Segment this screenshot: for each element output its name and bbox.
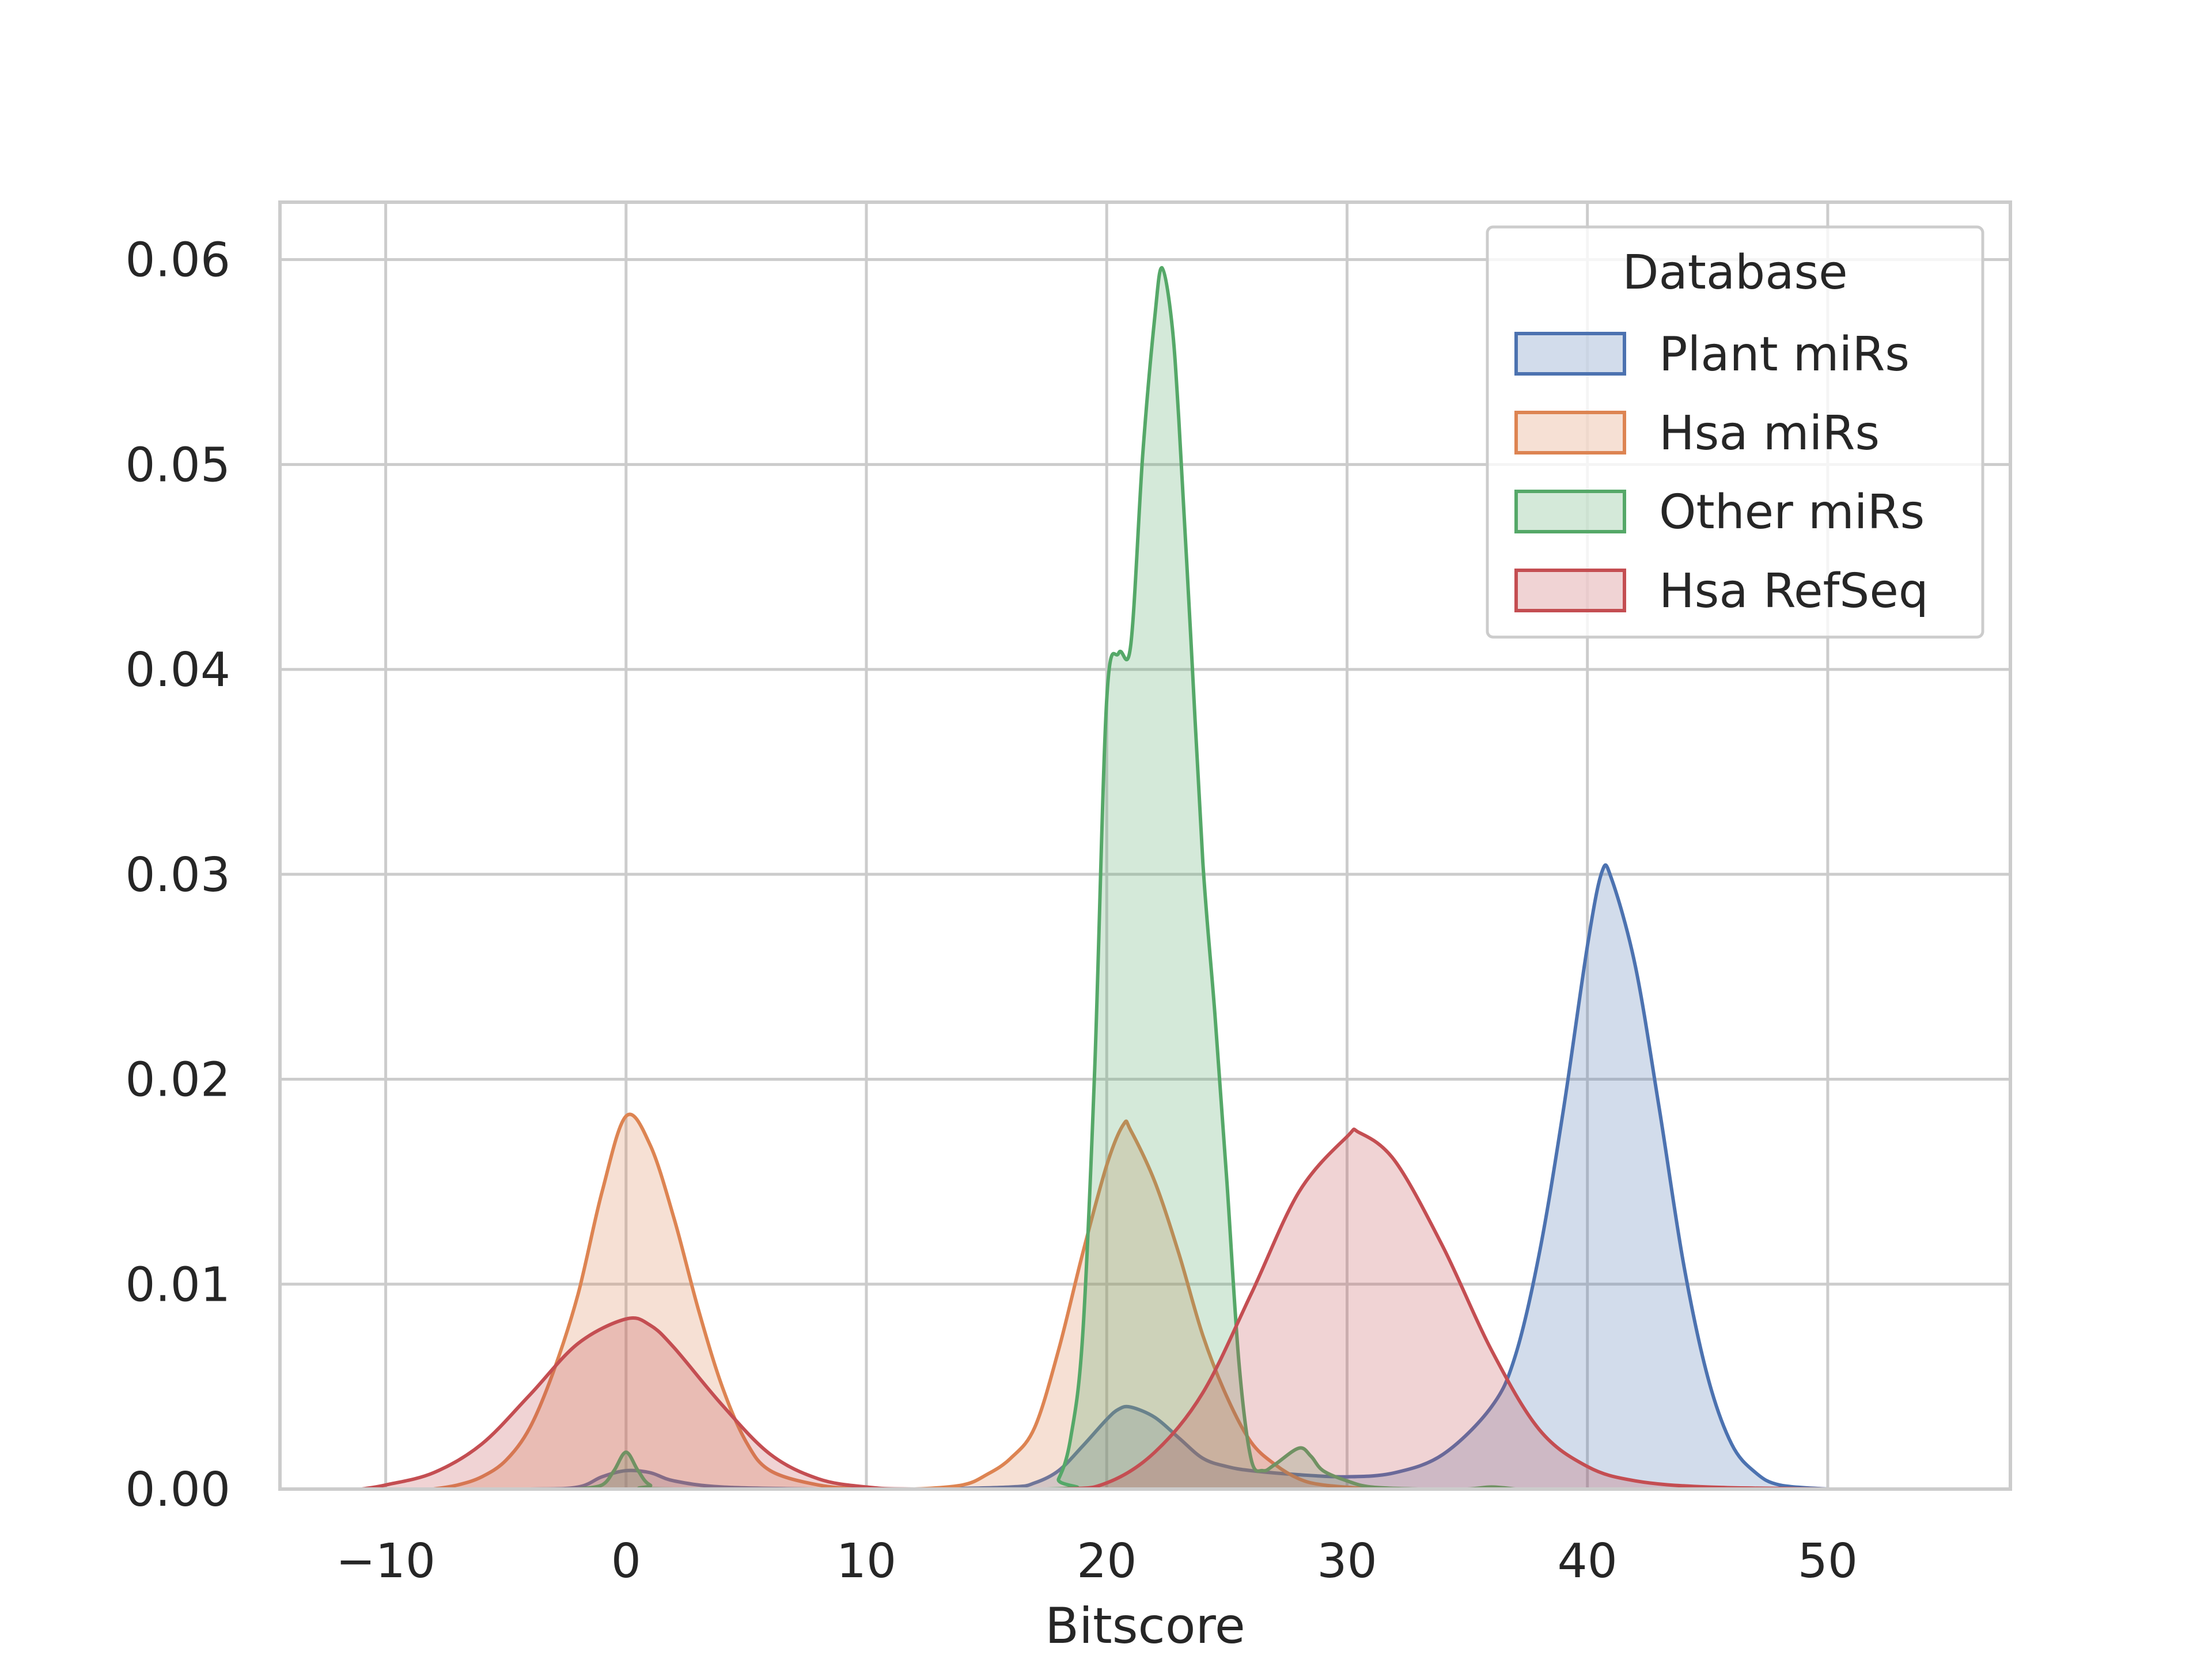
legend-title: Database xyxy=(1622,245,1847,300)
legend-label: Hsa RefSeq xyxy=(1659,564,1929,619)
legend: Database Plant miRs Hsa miRs Other miRs Hsa… xyxy=(1486,225,1984,639)
x-tick-label: 10 xyxy=(836,1534,896,1589)
x-tick-label: −10 xyxy=(336,1534,435,1589)
series-3 xyxy=(361,1127,1828,1491)
x-axis-label: Bitscore xyxy=(1045,1597,1245,1655)
legend-label: Other miRs xyxy=(1659,485,1925,540)
y-tick-label: 0.02 xyxy=(125,1053,230,1108)
legend-label: Hsa miRs xyxy=(1659,406,1880,461)
series-line xyxy=(385,863,1828,1491)
x-tick-label: 30 xyxy=(1317,1534,1377,1589)
y-tick-label: 0.00 xyxy=(125,1463,230,1517)
x-tick-label: 40 xyxy=(1558,1534,1618,1589)
series-area xyxy=(434,1114,1372,1489)
legend-items: Plant miRs Hsa miRs Other miRs Hsa RefSeq xyxy=(1514,327,1929,619)
y-tick-label: 0.04 xyxy=(125,643,230,698)
series-area xyxy=(361,1129,1828,1489)
series-area xyxy=(385,865,1828,1489)
plot-frame xyxy=(278,200,2012,1491)
y-tick-labels: 0.00 0.01 0.02 0.03 0.04 0.05 0.06 xyxy=(125,233,230,1517)
legend-swatch xyxy=(1514,569,1626,612)
x-tick-label: 50 xyxy=(1798,1534,1858,1589)
density-areas xyxy=(361,266,1828,1491)
legend-swatch xyxy=(1514,490,1626,533)
series-line xyxy=(361,1127,1828,1491)
legend-frame xyxy=(1486,225,1984,639)
series-0 xyxy=(385,863,1828,1491)
y-tick-label: 0.06 xyxy=(125,233,230,288)
y-tick-label: 0.03 xyxy=(125,848,230,903)
x-tick-label: 0 xyxy=(611,1534,641,1589)
y-tick-label: 0.01 xyxy=(125,1257,230,1312)
legend-label: Plant miRs xyxy=(1659,327,1910,382)
x-tick-labels: −10 0 10 20 30 40 50 xyxy=(336,1534,1858,1589)
x-tick-label: 20 xyxy=(1077,1534,1137,1589)
legend-swatch xyxy=(1514,332,1626,376)
y-tick-label: 0.05 xyxy=(125,438,230,493)
legend-swatch xyxy=(1514,411,1626,454)
